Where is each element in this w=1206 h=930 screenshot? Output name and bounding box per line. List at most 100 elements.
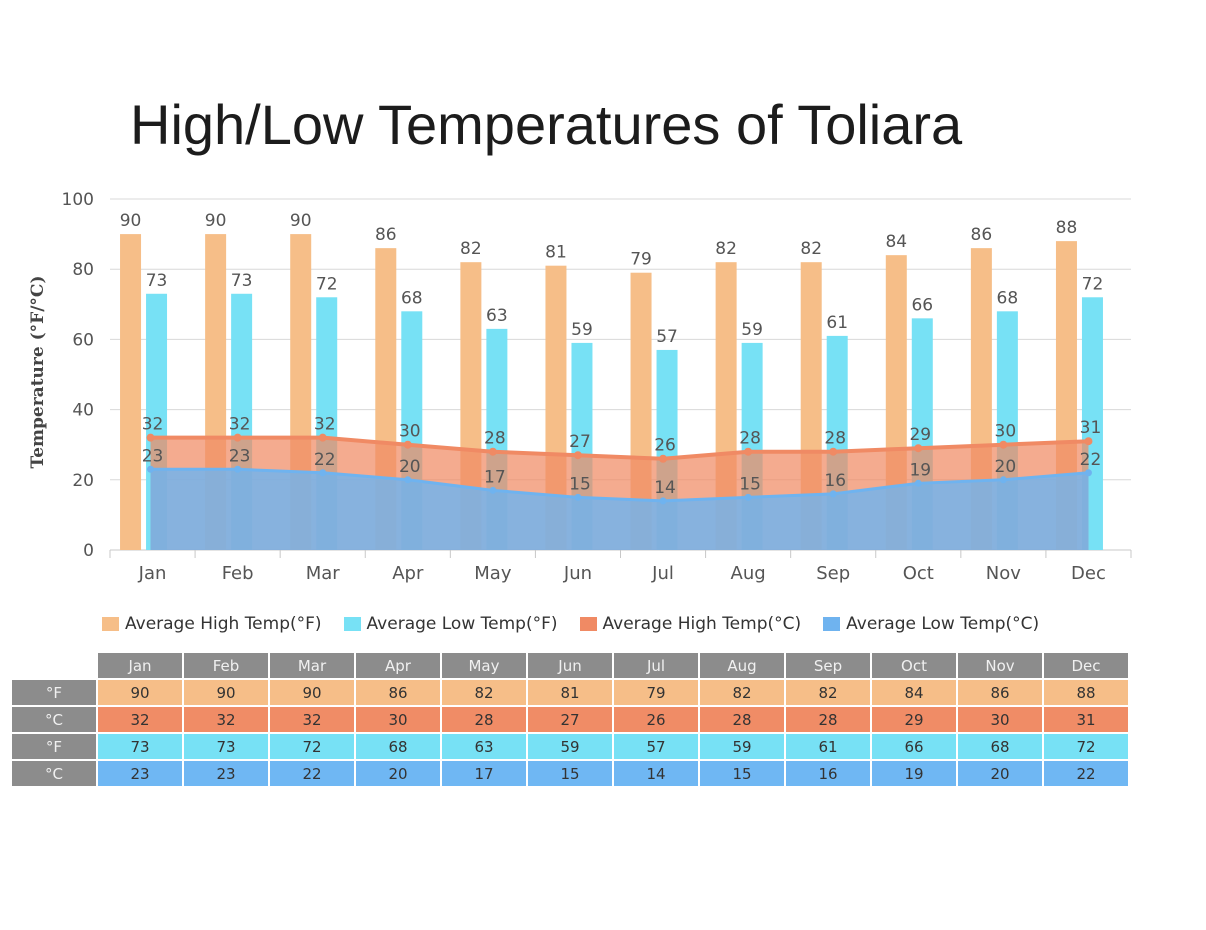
table-cell: 84: [870, 678, 958, 707]
table-header-cell: Oct: [870, 651, 958, 680]
line-high-c: [150, 435, 1089, 461]
point-low-c: [999, 476, 1007, 484]
data-label-high-c: 32: [229, 415, 251, 435]
table-cell: 82: [440, 678, 528, 707]
point-low-c: [914, 479, 922, 487]
legend-item-low-c[interactable]: Average Low Temp(°C): [823, 614, 1039, 634]
table-unit-cell: °C: [10, 759, 98, 788]
table-header-cell: Aug: [698, 651, 786, 680]
data-label-high-c: 31: [1080, 418, 1102, 438]
y-tick-label: 80: [72, 260, 94, 280]
table-cell: 16: [784, 759, 872, 788]
data-label-high-c: 30: [995, 422, 1017, 442]
table-cell: 19: [870, 759, 958, 788]
legend-item-low-f[interactable]: Average Low Temp(°F): [343, 614, 558, 634]
legend-label-high-f: Average High Temp(°F): [125, 614, 322, 634]
point-low-c: [404, 476, 412, 484]
table-cell: 57: [612, 732, 700, 761]
data-label-high-c: 28: [824, 429, 846, 449]
point-low-c: [1084, 469, 1092, 477]
legend-item-high-c[interactable]: Average High Temp(°C): [579, 614, 801, 634]
legend-swatch-low-c: [823, 617, 841, 631]
table-cell: 30: [354, 705, 442, 734]
point-low-c: [319, 469, 327, 477]
table-unit-cell: °F: [10, 732, 98, 761]
data-label-high-f: 84: [885, 232, 907, 252]
data-label-low-f: 66: [911, 295, 933, 315]
point-low-c: [574, 493, 582, 501]
data-label-high-f: 90: [120, 211, 142, 231]
data-label-low-f: 72: [316, 274, 338, 294]
data-label-high-c: 27: [569, 432, 591, 452]
data-label-high-f: 90: [205, 211, 227, 231]
data-label-low-c: 15: [739, 474, 761, 494]
area-low-c: [150, 469, 1089, 550]
page-title: High/Low Temperatures of Toliara: [130, 93, 963, 156]
data-label-high-f: 90: [290, 211, 312, 231]
table-header-cell: Sep: [784, 651, 872, 680]
data-label-low-c: 14: [654, 478, 676, 498]
table-cell: 31: [1042, 705, 1130, 734]
table-corner-cell: [10, 651, 98, 680]
table-cell: 72: [268, 732, 356, 761]
table-header-row: Jan Feb Mar Apr May Jun Jul Aug Sep Oct …: [10, 651, 1130, 680]
table-cell: 90: [268, 678, 356, 707]
data-label-low-f: 73: [146, 271, 168, 291]
x-tick-label: Jul: [651, 563, 674, 584]
table-cell: 23: [182, 759, 270, 788]
data-label-low-c: 20: [399, 457, 421, 477]
line-low-c: [150, 467, 1089, 503]
data-label-low-f: 63: [486, 306, 508, 326]
table-cell: 72: [1042, 732, 1130, 761]
table-cell: 61: [784, 732, 872, 761]
point-high-c: [233, 433, 242, 442]
bar-high-f: [120, 234, 142, 550]
table-row-high-c: °C 32 32 32 30 28 27 26 28 28 29 30 31: [10, 705, 1130, 734]
point-high-c: [744, 447, 753, 456]
point-high-c: [999, 440, 1008, 449]
table-header-cell: Jun: [526, 651, 614, 680]
point-high-c: [403, 440, 412, 449]
data-label-high-f: 86: [971, 225, 993, 245]
legend-swatch-high-c: [579, 617, 597, 631]
data-label-low-f: 57: [656, 327, 678, 347]
data-label-high-c: 29: [909, 425, 931, 445]
table-cell: 28: [698, 705, 786, 734]
data-label-low-c: 23: [229, 446, 251, 466]
data-label-high-f: 81: [545, 243, 567, 263]
x-tick-label: Feb: [222, 563, 254, 584]
data-label-high-f: 79: [630, 250, 652, 270]
table-header-cell: May: [440, 651, 528, 680]
data-label-high-c: 28: [739, 429, 761, 449]
y-tick-label: 0: [83, 541, 94, 561]
table-cell: 29: [870, 705, 958, 734]
table-cell: 86: [354, 678, 442, 707]
data-label-low-f: 59: [741, 320, 763, 340]
table-header-cell: Nov: [956, 651, 1044, 680]
data-label-high-f: 82: [800, 239, 822, 259]
table-header-cell: Mar: [268, 651, 356, 680]
table-cell: 23: [96, 759, 184, 788]
data-label-low-c: 20: [995, 457, 1017, 477]
table-unit-cell: °F: [10, 678, 98, 707]
data-label-high-c: 28: [484, 429, 506, 449]
table-cell: 26: [612, 705, 700, 734]
table-cell: 28: [440, 705, 528, 734]
point-high-c: [573, 451, 582, 460]
table-cell: 20: [354, 759, 442, 788]
y-tick-label: 40: [72, 401, 94, 421]
x-tick-label: May: [474, 563, 512, 584]
table-cell: 17: [440, 759, 528, 788]
data-label-low-f: 73: [231, 271, 253, 291]
legend-label-low-f: Average Low Temp(°F): [366, 614, 558, 634]
labels-layer: 90 90 90 86 82 81 79 82 82 84 86 88 73 73 72 68 63 59 57 59…: [120, 211, 1104, 498]
point-high-c: [829, 447, 838, 456]
data-label-low-c: 22: [1080, 450, 1102, 470]
data-label-low-c: 16: [824, 471, 846, 491]
table-cell: 68: [956, 732, 1044, 761]
y-tick-label: 20: [72, 471, 94, 491]
table-cell: 81: [526, 678, 614, 707]
table-cell: 68: [354, 732, 442, 761]
data-label-low-c: 23: [142, 446, 164, 466]
legend-item-high-f[interactable]: Average High Temp(°F): [102, 614, 322, 634]
